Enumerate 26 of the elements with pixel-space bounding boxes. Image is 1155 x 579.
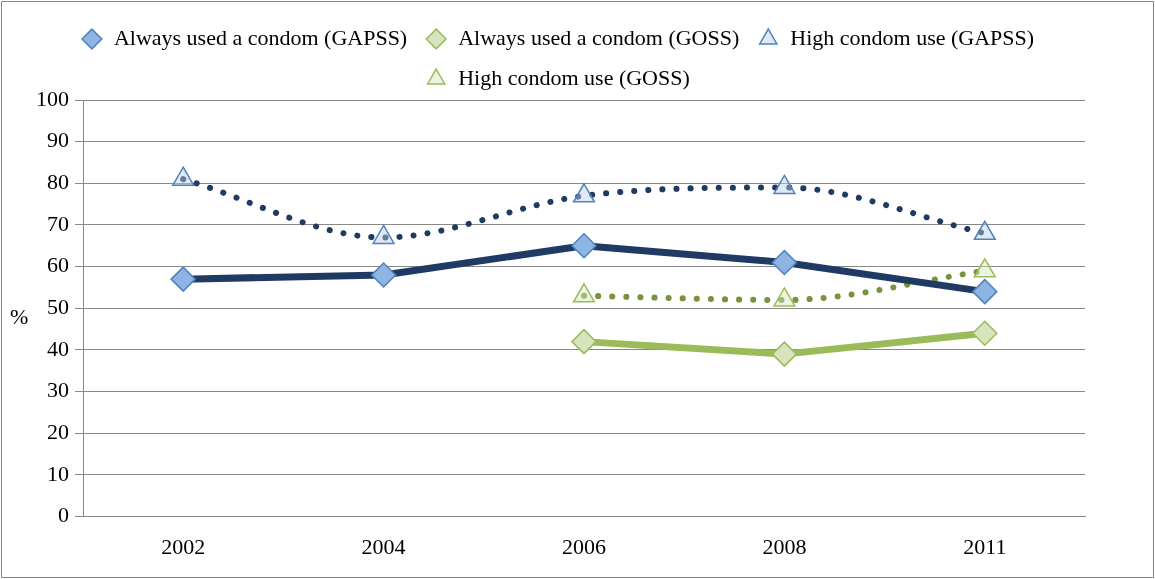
legend-label: High condom use (GAPSS)	[790, 24, 1035, 50]
y-tick-label: 0	[58, 502, 69, 528]
x-tick-label: 2008	[762, 533, 807, 559]
x-tick-label: 2002	[161, 533, 206, 559]
y-tick-label: 30	[47, 377, 69, 403]
point	[973, 258, 996, 278]
x-tick-label: 2004	[361, 533, 406, 559]
legend-label: Always used a condom (GOSS)	[458, 24, 740, 50]
point	[572, 283, 596, 303]
y-tick-label: 90	[47, 127, 69, 153]
y-tick-label: 50	[47, 294, 69, 320]
y-tick-label: 40	[47, 335, 69, 361]
point	[972, 320, 998, 347]
y-tick-label: 60	[47, 252, 69, 278]
x-tick-label: 2006	[562, 533, 606, 559]
y-tick-label: 10	[47, 460, 69, 486]
y-tick-label: 70	[47, 210, 69, 236]
point	[571, 328, 597, 355]
y-tick-label: 80	[47, 169, 69, 195]
point	[771, 341, 798, 367]
y-tick-label: 100	[36, 85, 69, 111]
y-axis-title: %	[10, 304, 29, 330]
y-tick-label: 20	[47, 419, 69, 445]
legend-label: Always used a condom (GAPSS)	[113, 24, 408, 50]
x-tick-label: 2011	[963, 533, 1007, 559]
legend-label: High condom use (GOSS)	[458, 64, 690, 90]
